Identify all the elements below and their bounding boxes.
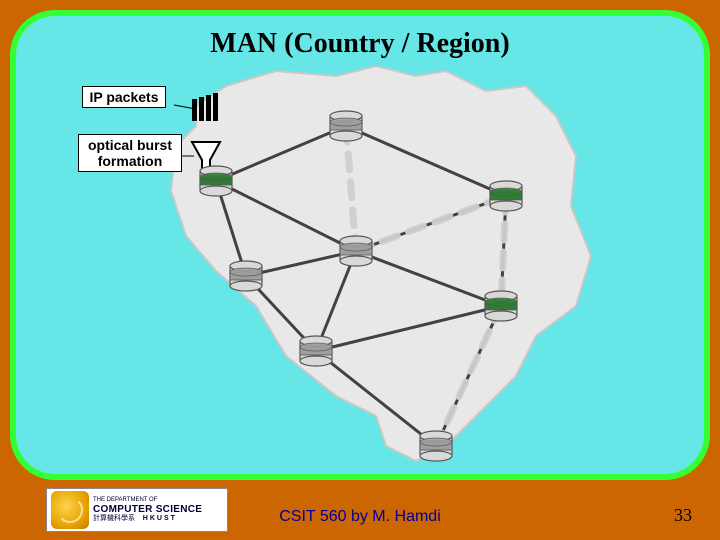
network-node xyxy=(490,181,522,211)
network-node xyxy=(230,261,262,291)
dept-line1: THE DEPARTMENT OF xyxy=(93,497,202,504)
network-node xyxy=(485,291,517,321)
network-node xyxy=(340,236,372,266)
label-ip-packets: IP packets xyxy=(82,86,166,108)
label-optical-burst: optical burst formation xyxy=(78,134,182,172)
slide-panel: MAN (Country / Region) IP packets optica… xyxy=(10,10,710,480)
footer-text: CSIT 560 by M. Hamdi xyxy=(0,508,720,526)
slide-root: MAN (Country / Region) IP packets optica… xyxy=(0,0,720,540)
network-node xyxy=(420,431,452,461)
page-number: 33 xyxy=(674,505,692,526)
network-node xyxy=(300,336,332,366)
network-node xyxy=(200,166,232,196)
network-node xyxy=(330,111,362,141)
